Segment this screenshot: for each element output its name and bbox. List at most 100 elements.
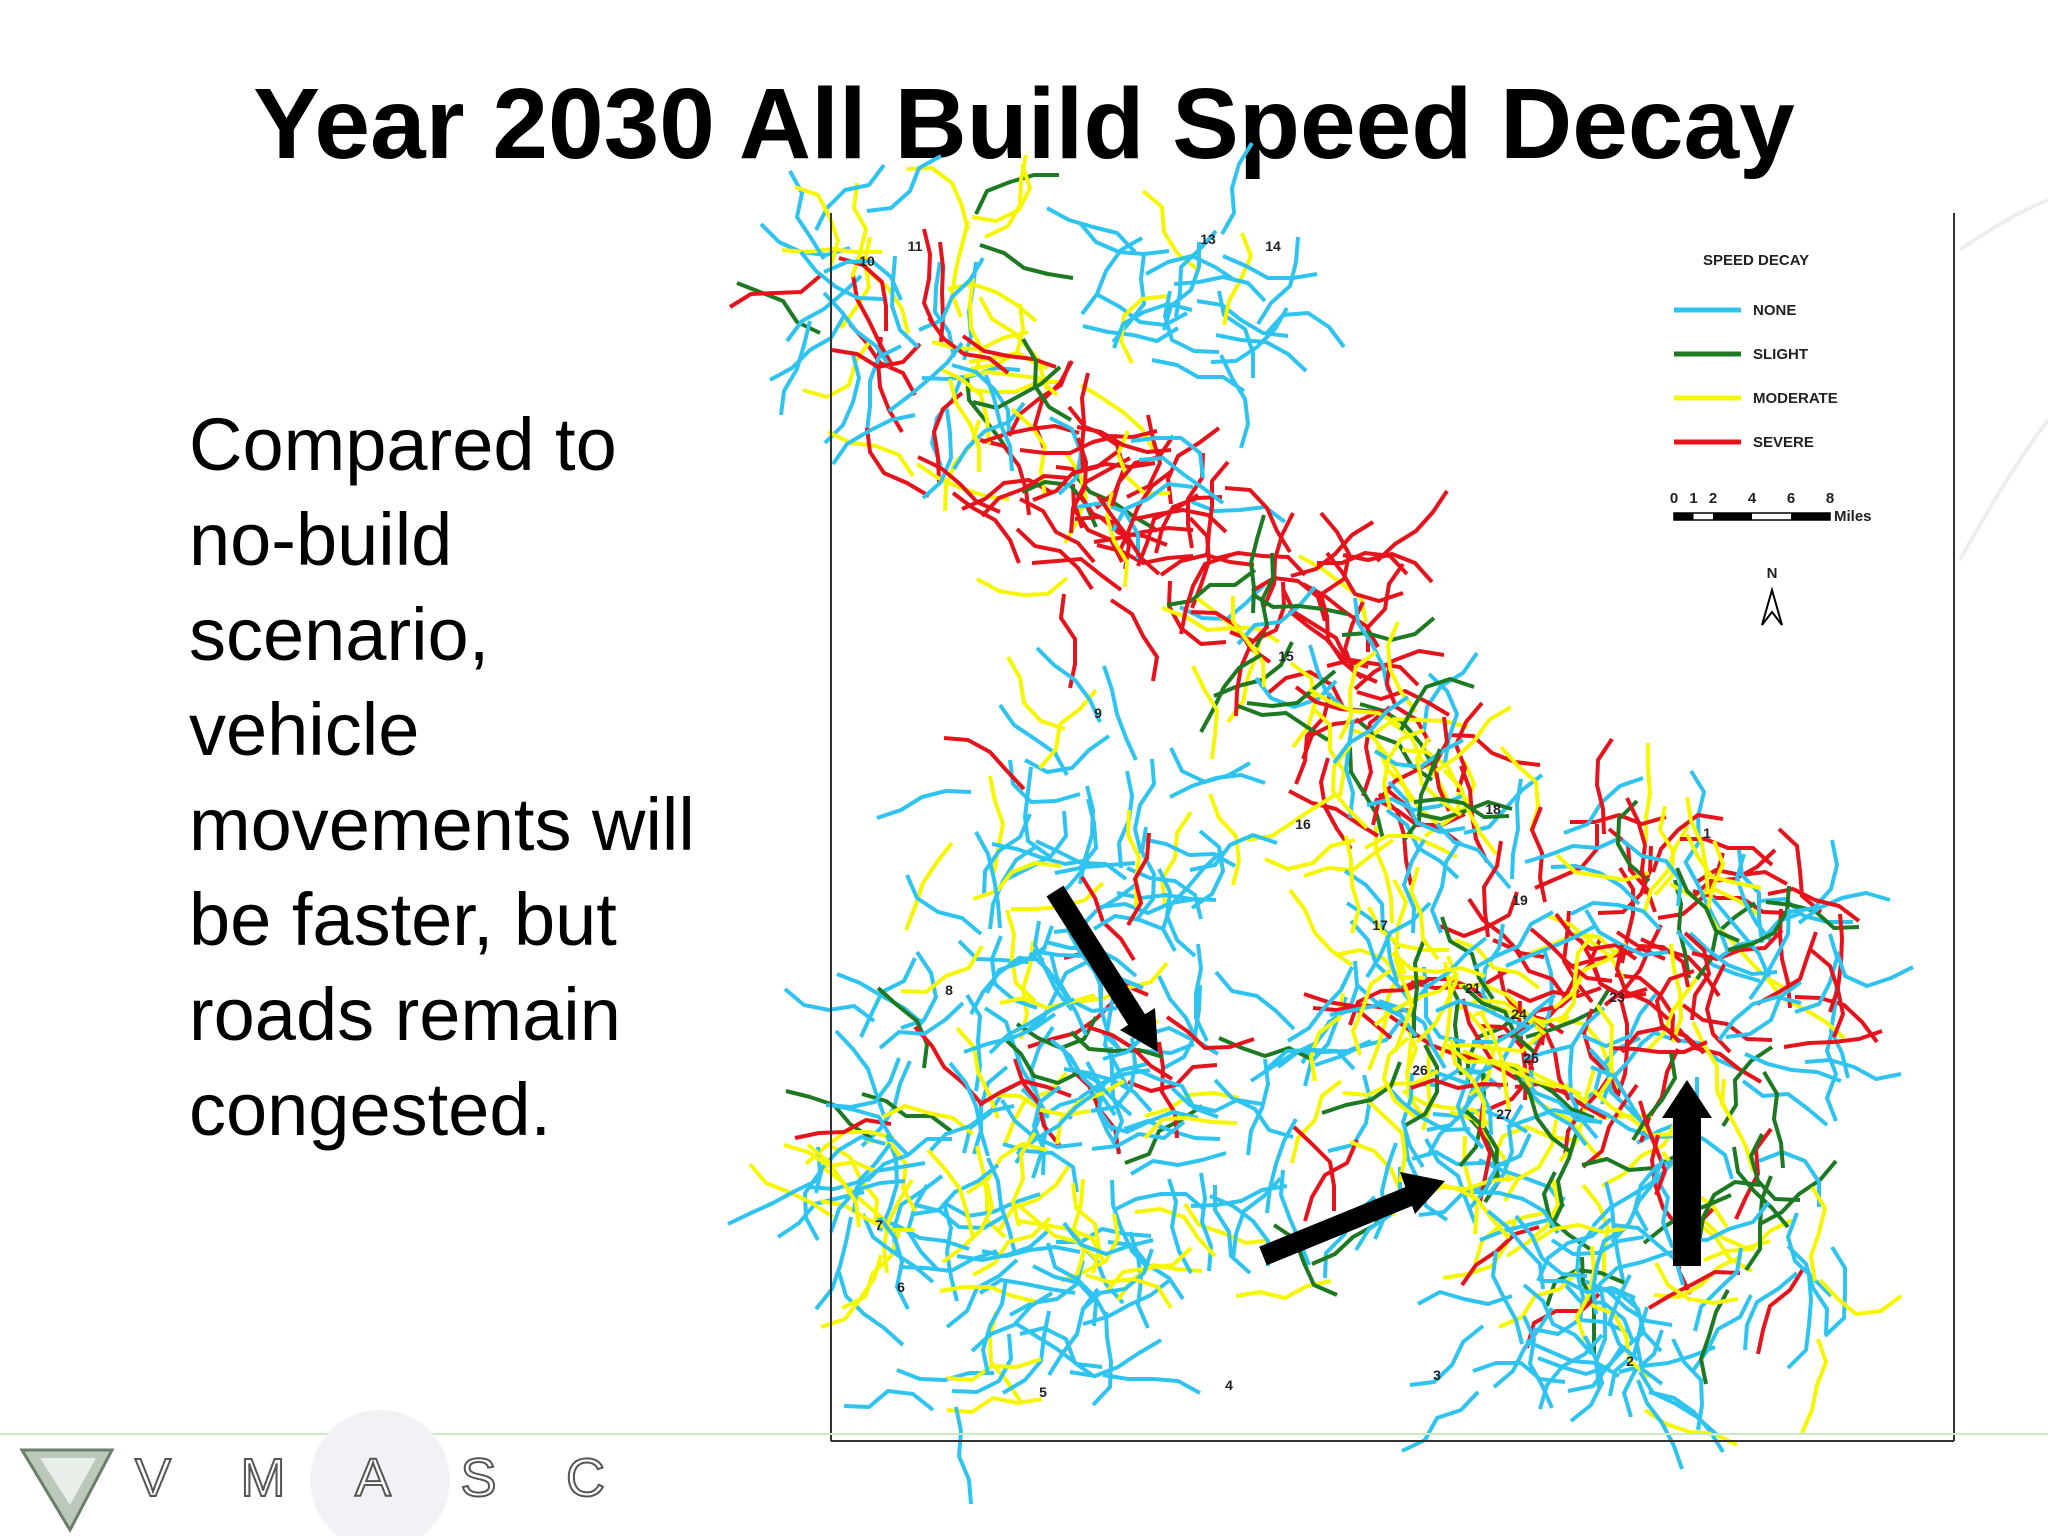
road <box>822 291 892 369</box>
legend-label: MODERATE <box>1753 390 1838 407</box>
road <box>1629 1296 1664 1386</box>
road <box>776 1190 865 1239</box>
road <box>1600 1025 1663 1105</box>
road <box>1311 706 1346 797</box>
road <box>927 316 1010 375</box>
road <box>1231 1176 1283 1260</box>
road <box>1022 959 1090 1035</box>
road <box>1447 733 1541 767</box>
road <box>1151 358 1246 393</box>
road <box>1530 806 1547 903</box>
road <box>1264 838 1356 871</box>
road <box>769 314 846 382</box>
road <box>1620 838 1683 907</box>
road <box>1582 992 1658 1048</box>
road <box>952 401 1026 471</box>
node-label: 3 <box>1433 1367 1441 1383</box>
body-line: movements will <box>189 783 695 866</box>
road <box>978 1278 1076 1295</box>
road <box>1160 810 1193 905</box>
road <box>1378 999 1447 1070</box>
road <box>1055 1079 1125 1145</box>
road <box>1099 897 1197 915</box>
road <box>1783 1029 1883 1049</box>
road <box>876 986 929 1069</box>
body-line: vehicle <box>189 688 419 771</box>
road <box>1472 993 1557 1044</box>
road <box>1093 526 1194 544</box>
road <box>1214 970 1296 1031</box>
road <box>994 1093 1091 1117</box>
road <box>1097 1062 1148 1133</box>
legend-label: SEVERE <box>1753 434 1814 451</box>
road <box>843 1389 935 1412</box>
road <box>1338 650 1378 740</box>
road <box>1442 768 1498 856</box>
road <box>1326 658 1420 687</box>
arrow <box>1046 885 1149 1031</box>
road <box>1387 780 1466 834</box>
road <box>823 353 861 445</box>
road <box>1032 1264 1098 1327</box>
road <box>1697 1180 1761 1244</box>
road <box>1732 1146 1790 1229</box>
road <box>736 281 821 335</box>
road <box>1220 141 1254 235</box>
legend-label: NONE <box>1753 302 1796 319</box>
road <box>1429 1181 1511 1240</box>
road <box>788 170 826 261</box>
road <box>1334 948 1426 980</box>
road <box>1294 692 1332 785</box>
road <box>951 363 1011 436</box>
road <box>1321 1061 1402 1115</box>
road <box>1102 1373 1201 1395</box>
road <box>900 944 984 994</box>
road <box>1331 744 1369 830</box>
road <box>1506 1108 1603 1129</box>
road <box>1301 708 1382 760</box>
road <box>1756 931 1818 1006</box>
road <box>1590 1065 1655 1143</box>
road <box>1262 512 1295 608</box>
road <box>1741 1079 1829 1127</box>
road <box>904 841 954 931</box>
arrows <box>1046 885 1712 1266</box>
road <box>1191 500 1287 524</box>
road <box>1631 1052 1677 1142</box>
road <box>1288 888 1354 967</box>
road <box>1482 840 1503 938</box>
road <box>1401 1390 1480 1453</box>
road <box>803 1146 822 1241</box>
node-label: 11 <box>908 238 923 254</box>
road <box>896 1368 994 1382</box>
road <box>1585 1102 1679 1139</box>
road <box>1486 1209 1545 1290</box>
road <box>1235 1279 1332 1300</box>
road <box>1472 1361 1566 1384</box>
road <box>933 261 956 358</box>
road <box>1522 1283 1594 1356</box>
road <box>1388 720 1450 802</box>
road <box>1721 1045 1774 1128</box>
road <box>1794 995 1879 1044</box>
road <box>1215 333 1308 373</box>
road <box>1006 810 1068 881</box>
road <box>1620 1026 1706 1055</box>
road <box>1615 944 1670 1021</box>
road <box>1786 1274 1813 1370</box>
node-label: 13 <box>1200 231 1216 247</box>
road <box>1173 275 1267 303</box>
node-label: 27 <box>1496 1106 1512 1122</box>
road <box>915 1203 1008 1230</box>
road <box>1078 221 1170 256</box>
road <box>1327 1074 1372 1153</box>
road <box>943 736 1026 791</box>
road <box>1102 665 1138 761</box>
road <box>965 1142 1048 1195</box>
road <box>1809 1185 1827 1282</box>
road <box>998 1162 1072 1231</box>
road <box>1199 653 1263 733</box>
road <box>1440 916 1495 1001</box>
road <box>905 874 983 936</box>
